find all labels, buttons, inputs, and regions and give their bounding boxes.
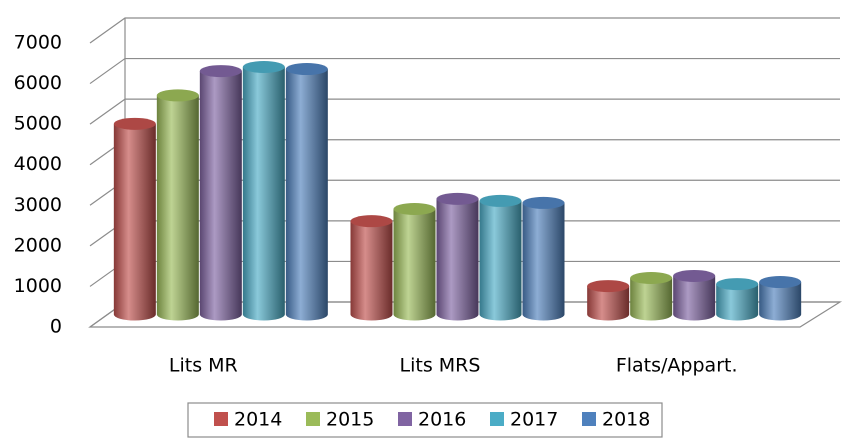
legend-swatch: [582, 412, 596, 426]
y-tick-label: 4000: [14, 153, 62, 175]
legend-swatch: [490, 412, 504, 426]
bar-body: [759, 282, 802, 321]
bar: [587, 280, 630, 321]
legend-label: 2018: [602, 409, 650, 431]
bar: [630, 271, 673, 321]
bar-top: [242, 61, 285, 74]
bar-top: [673, 269, 716, 282]
legend-swatch: [306, 412, 320, 426]
legend-label: 2014: [234, 409, 282, 431]
bar: [436, 192, 479, 321]
x-tick-label: Flats/Appart.: [616, 355, 738, 377]
bar-top: [285, 63, 328, 76]
x-tick-label: Lits MRS: [400, 355, 481, 377]
legend-label: 2016: [418, 409, 466, 431]
bar-top: [350, 215, 393, 228]
bar-body: [113, 123, 156, 321]
bar-body: [522, 202, 565, 321]
bar-body: [350, 221, 393, 321]
bar-body: [285, 69, 328, 321]
legend-swatch: [398, 412, 412, 426]
bar-top: [522, 196, 565, 209]
bar: [673, 269, 716, 321]
bar-top: [630, 271, 673, 284]
bar-top: [436, 192, 479, 205]
bar-body: [587, 286, 630, 321]
y-tick-label: 0: [50, 316, 62, 338]
bar-body: [673, 275, 716, 321]
grid-line: [89, 98, 840, 125]
bar-body: [479, 200, 522, 321]
y-tick-label: 2000: [14, 234, 62, 256]
bar-top: [716, 278, 759, 291]
y-tick-label: 3000: [14, 194, 62, 216]
bar-top: [479, 194, 522, 207]
legend-label: 2015: [326, 409, 374, 431]
y-tick-label: 5000: [14, 113, 62, 135]
y-tick-label: 1000: [14, 275, 62, 297]
legend-label: 2017: [510, 409, 558, 431]
bar-body: [242, 67, 285, 321]
bar-body: [630, 277, 673, 321]
bar: [156, 89, 199, 321]
bar: [759, 276, 802, 321]
bar-top: [113, 117, 156, 130]
grid-line: [89, 17, 840, 44]
x-tick-label: Lits MR: [169, 355, 238, 377]
bar: [393, 203, 436, 321]
bar: [479, 194, 522, 321]
bar: [716, 278, 759, 321]
bar: [113, 117, 156, 321]
bar-body: [436, 198, 479, 321]
bar: [350, 215, 393, 321]
legend-swatch: [214, 412, 228, 426]
bar: [522, 196, 565, 321]
y-tick-label: 7000: [14, 32, 62, 54]
bar-top: [199, 65, 242, 78]
bar-body: [393, 209, 436, 321]
bar-body: [156, 95, 199, 321]
bar-top: [156, 89, 199, 102]
bar: [285, 63, 328, 321]
bar-body: [199, 71, 242, 321]
bar: [199, 65, 242, 321]
grid-line: [89, 57, 840, 85]
bar-top: [587, 280, 630, 293]
bar-top: [759, 276, 802, 289]
bar: [242, 61, 285, 321]
bar-top: [393, 203, 436, 216]
y-tick-label: 6000: [14, 72, 62, 94]
bar-body: [716, 284, 759, 321]
